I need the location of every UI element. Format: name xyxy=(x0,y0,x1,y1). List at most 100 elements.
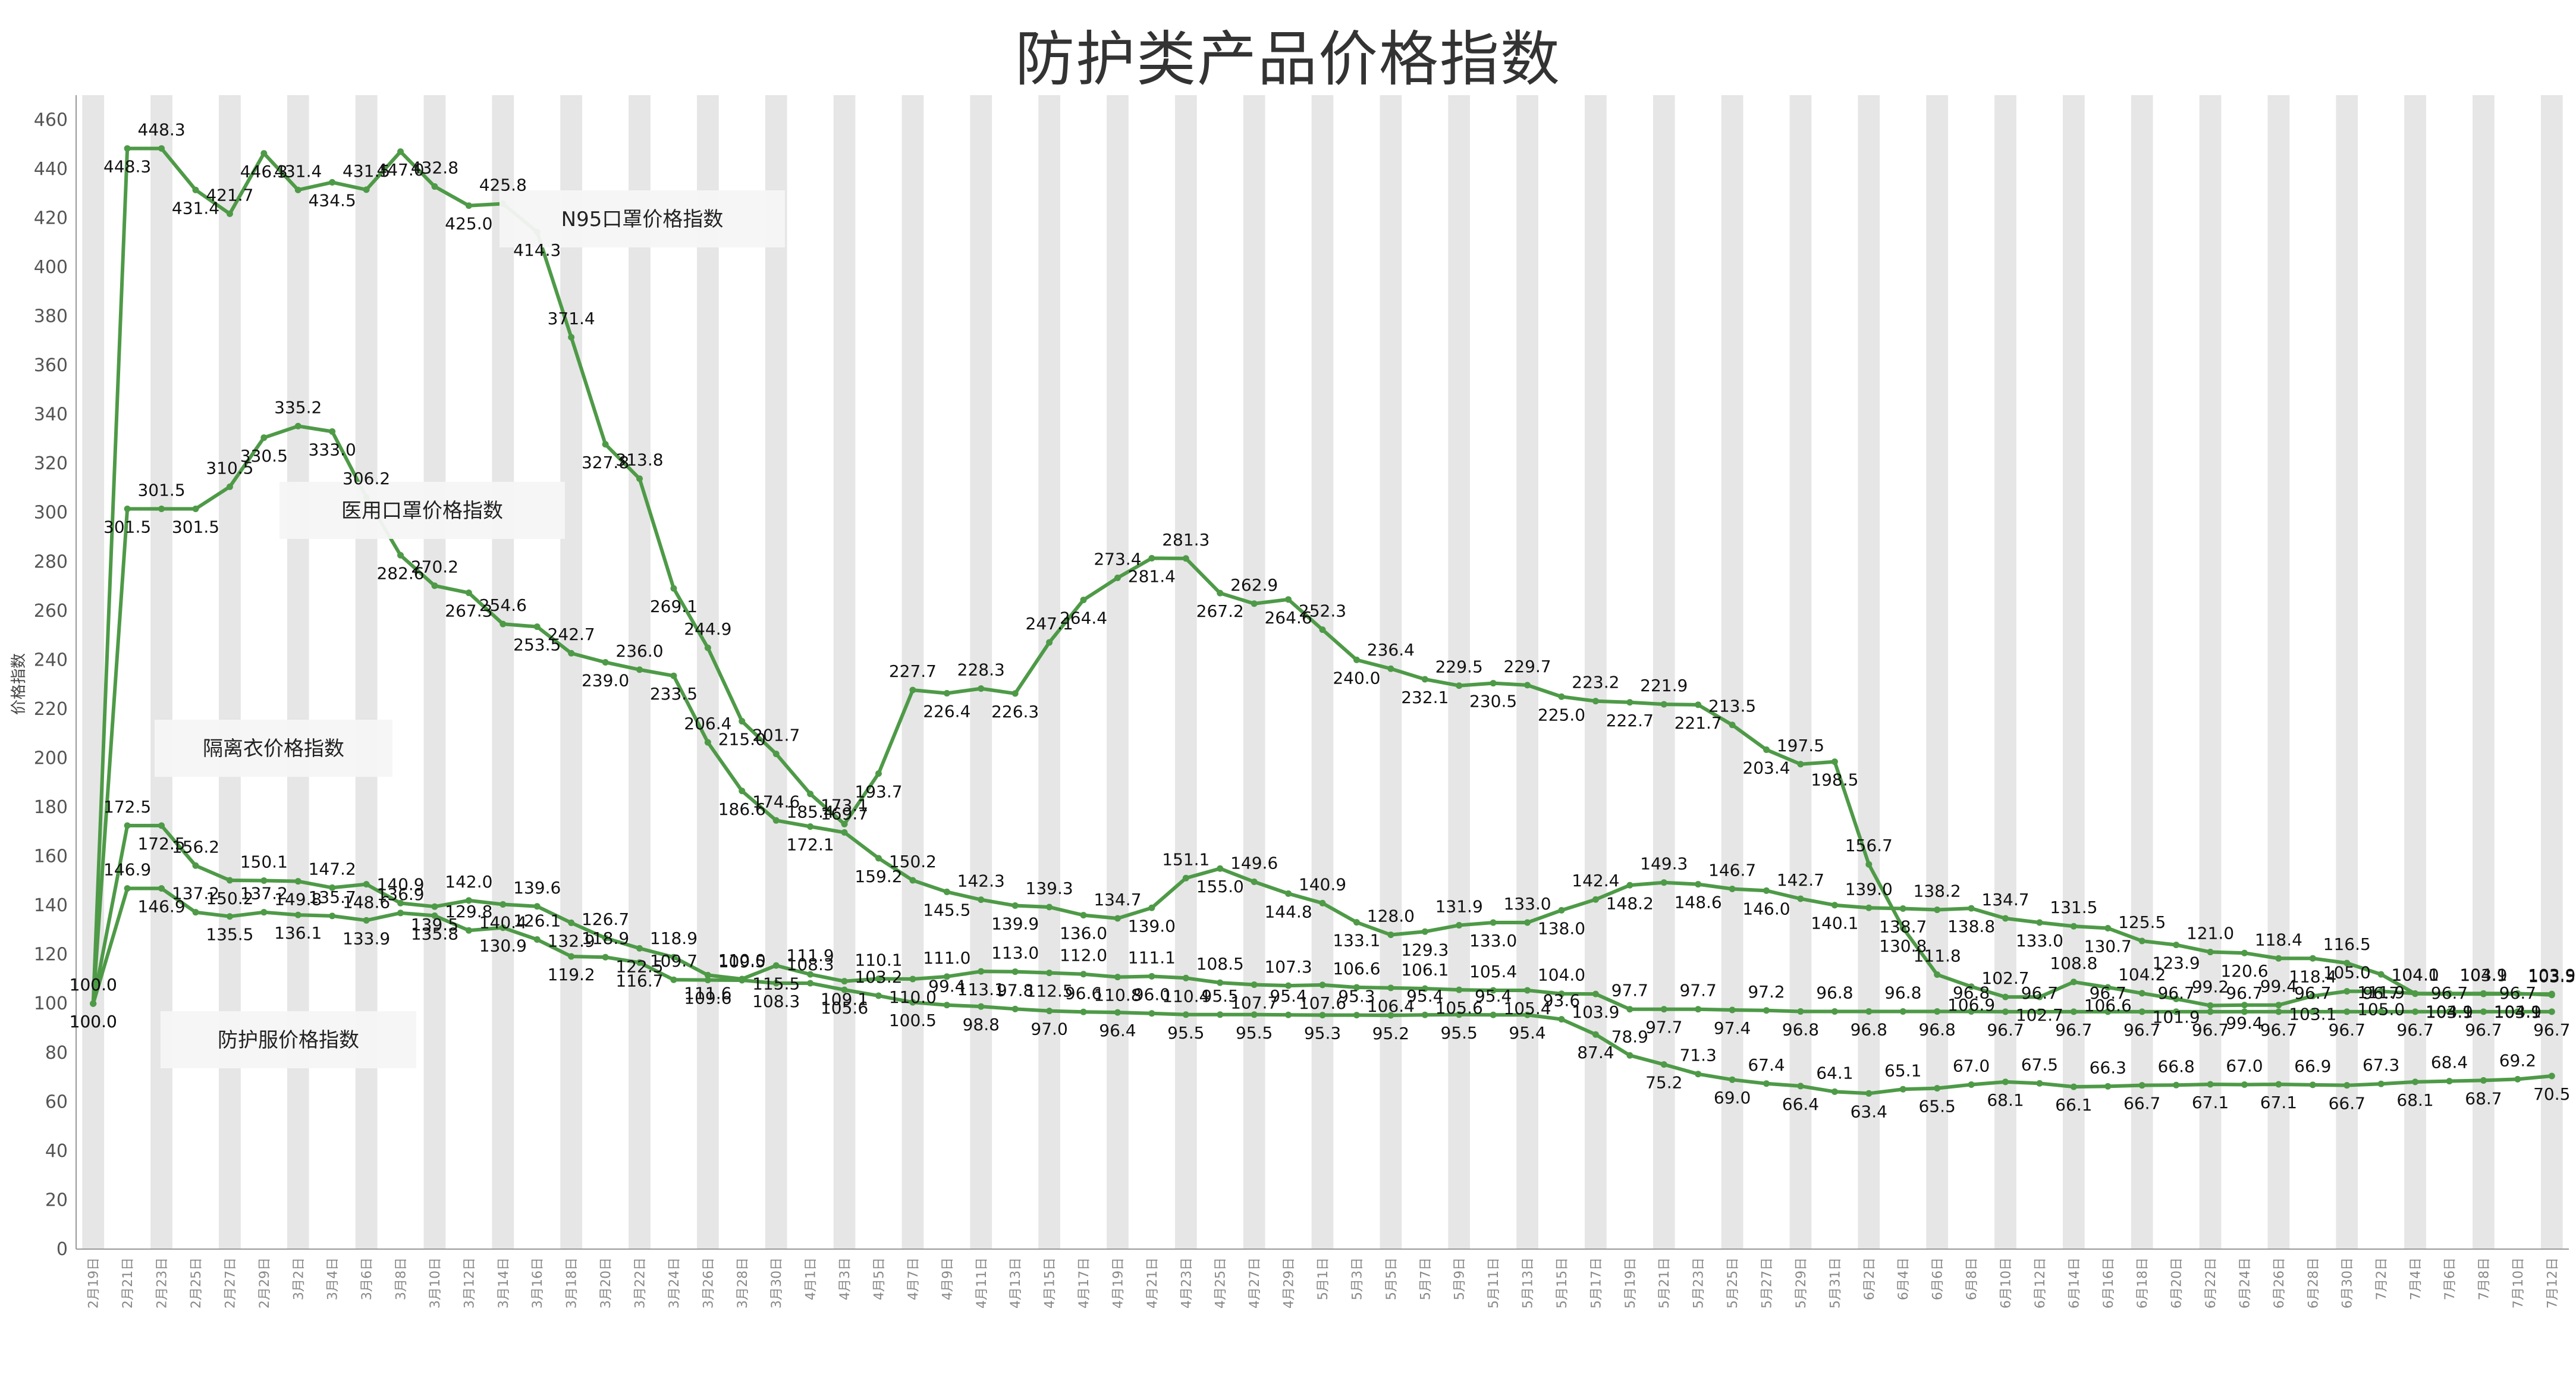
data-label: 129.8 xyxy=(445,902,492,921)
data-label: 371.4 xyxy=(548,309,595,328)
data-label: 132.9 xyxy=(548,931,595,950)
data-point xyxy=(1319,626,1326,633)
data-point xyxy=(329,179,336,186)
data-point xyxy=(2309,955,2316,962)
data-point xyxy=(1626,1006,1633,1013)
data-point xyxy=(1660,879,1667,886)
data-point xyxy=(397,899,404,906)
data-label: 116.7 xyxy=(615,971,663,990)
x-tick-label: 3月8日 xyxy=(394,1257,409,1300)
data-label: 99.4 xyxy=(928,977,965,996)
data-point xyxy=(226,210,233,217)
data-point xyxy=(465,589,472,597)
data-label: 425.0 xyxy=(445,214,492,234)
x-tick-label: 3月10日 xyxy=(428,1257,443,1309)
data-point xyxy=(2446,990,2453,997)
data-label: 65.5 xyxy=(1918,1097,1955,1116)
data-point xyxy=(807,971,814,978)
data-label: 425.8 xyxy=(479,175,527,195)
x-tick-label: 6月24日 xyxy=(2238,1257,2253,1309)
data-point xyxy=(260,434,268,441)
data-label: 221.7 xyxy=(1675,713,1722,733)
data-label: 221.9 xyxy=(1640,676,1688,695)
data-point xyxy=(1490,680,1497,687)
data-label: 118.9 xyxy=(582,928,629,948)
legend-box xyxy=(279,482,565,539)
legend-box xyxy=(155,720,392,777)
x-tick-label: 6月22日 xyxy=(2204,1257,2219,1309)
y-tick-label: 180 xyxy=(34,797,68,818)
data-label: 240.0 xyxy=(1333,668,1380,688)
x-tick-label: 3月18日 xyxy=(565,1257,580,1309)
data-label: 198.5 xyxy=(1811,770,1858,790)
x-tick-label: 7月8日 xyxy=(2477,1257,2492,1300)
x-tick-label: 5月9日 xyxy=(1453,1257,1468,1300)
data-point xyxy=(1456,922,1463,929)
data-label: 431.4 xyxy=(172,198,219,218)
data-label: 68.7 xyxy=(2465,1088,2502,1108)
data-label: 147.2 xyxy=(309,859,356,879)
data-point xyxy=(1797,1083,1804,1090)
data-label: 108.3 xyxy=(752,992,800,1011)
data-label: 282.6 xyxy=(376,564,424,584)
data-point xyxy=(431,582,438,589)
x-tick-label: 5月15日 xyxy=(1555,1257,1570,1309)
data-label: 230.5 xyxy=(1469,692,1517,711)
data-point xyxy=(2036,919,2043,926)
x-tick-label: 4月25日 xyxy=(1214,1257,1229,1309)
data-label: 66.7 xyxy=(2329,1094,2365,1113)
grid-band xyxy=(560,95,583,1249)
data-label: 118.4 xyxy=(2289,967,2336,986)
data-label: 186.6 xyxy=(718,799,766,819)
data-label: 100.0 xyxy=(70,1012,117,1031)
data-label: 281.4 xyxy=(1128,566,1176,586)
data-point xyxy=(909,877,916,884)
data-point xyxy=(192,506,199,513)
data-label: 229.5 xyxy=(1435,657,1483,677)
data-label: 99.4 xyxy=(2226,1014,2263,1033)
x-tick-label: 6月10日 xyxy=(1999,1257,2013,1309)
data-label: 244.9 xyxy=(684,619,731,639)
data-point xyxy=(1865,904,1873,911)
data-point xyxy=(2173,995,2180,1002)
data-label: 67.1 xyxy=(2260,1093,2297,1112)
data-point xyxy=(260,150,268,157)
data-point xyxy=(124,145,131,152)
data-label: 111.8 xyxy=(1914,946,1961,966)
data-label: 98.8 xyxy=(963,1015,1000,1034)
data-point xyxy=(1729,1006,1736,1014)
data-point xyxy=(2036,1008,2043,1015)
x-tick-label: 5月5日 xyxy=(1384,1257,1399,1300)
data-point xyxy=(807,823,814,830)
data-label: 222.7 xyxy=(1606,711,1654,730)
data-label: 169.7 xyxy=(821,804,868,824)
x-tick-label: 5月11日 xyxy=(1487,1257,1501,1309)
data-point xyxy=(2514,990,2521,997)
data-label: 104.1 xyxy=(2459,965,2507,984)
data-point xyxy=(1934,971,1941,978)
data-point xyxy=(1865,1008,1873,1015)
data-label: 146.0 xyxy=(1742,899,1790,918)
grid-band xyxy=(2131,95,2153,1249)
x-tick-label: 3月22日 xyxy=(633,1257,648,1309)
data-label: 103.9 xyxy=(2426,1002,2473,1022)
data-point xyxy=(294,422,301,429)
data-point xyxy=(465,897,472,904)
data-point xyxy=(1285,1011,1292,1018)
data-point xyxy=(1114,574,1121,581)
y-tick-label: 260 xyxy=(34,601,68,622)
data-point xyxy=(1011,690,1019,697)
data-label: 96.7 xyxy=(2363,983,2399,1003)
data-point xyxy=(841,978,848,985)
data-point xyxy=(636,959,643,966)
data-label: 149.6 xyxy=(1230,854,1278,873)
y-tick-label: 200 xyxy=(34,748,68,768)
data-point xyxy=(1899,924,1906,931)
data-point xyxy=(772,980,780,987)
data-label: 109.7 xyxy=(650,951,698,971)
data-label: 414.3 xyxy=(513,240,561,260)
data-point xyxy=(1011,902,1019,909)
grid-band xyxy=(150,95,172,1249)
data-point xyxy=(2138,1082,2145,1089)
